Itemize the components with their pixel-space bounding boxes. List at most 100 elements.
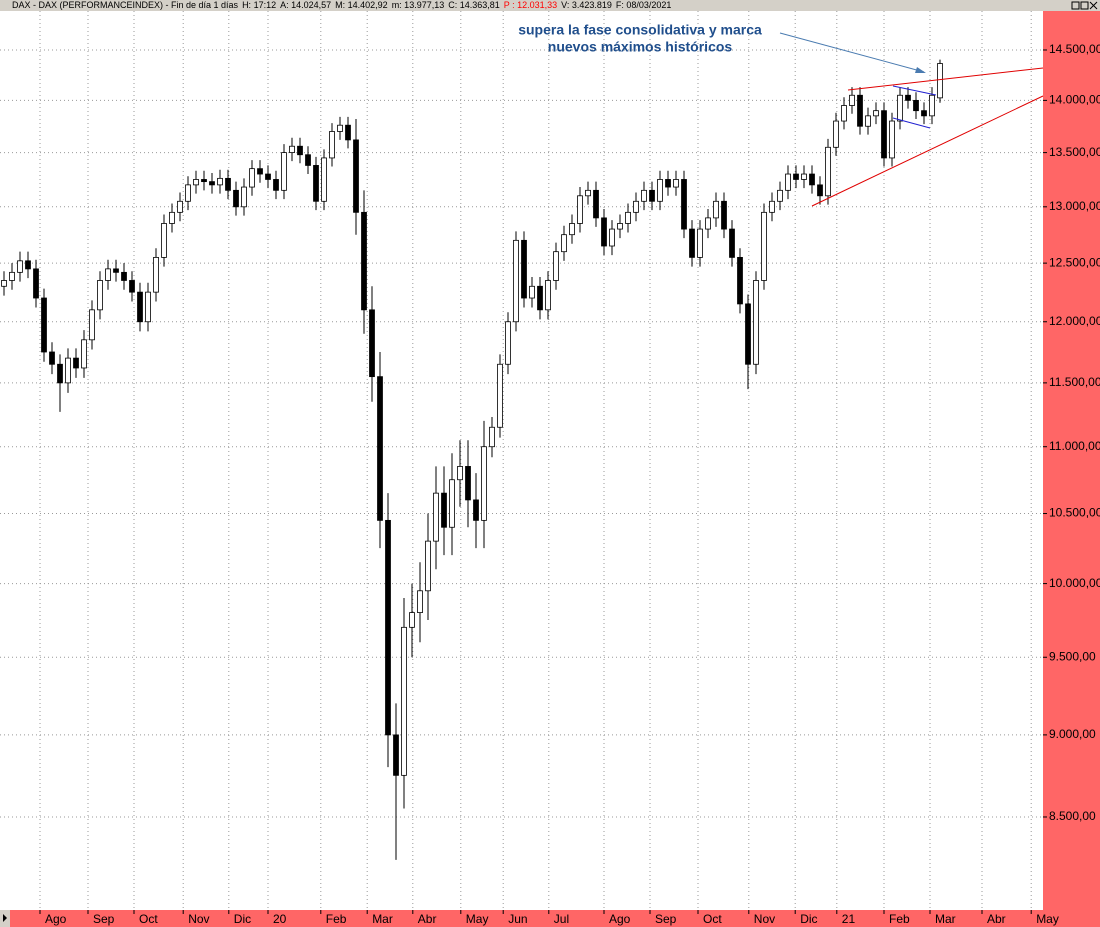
candle-body — [145, 291, 151, 323]
candle-body — [1, 280, 7, 287]
candle-body — [273, 179, 279, 191]
x-tick-label: Ago — [609, 912, 631, 926]
x-tick-label: Feb — [326, 912, 347, 926]
header-item: C: 14.363,81 — [448, 0, 500, 10]
candle-body — [513, 239, 519, 323]
candle-body — [417, 590, 423, 614]
candle-body — [73, 357, 79, 369]
x-tick-label: Ago — [45, 912, 67, 926]
x-tick-label: Dic — [234, 912, 251, 926]
candle-body — [233, 189, 239, 208]
candle-body — [177, 200, 183, 213]
y-tick-label: 13.000,00 — [1049, 199, 1100, 213]
candle-body — [545, 280, 551, 311]
candle-body — [897, 94, 903, 122]
y-tick-label: 11.500,00 — [1049, 375, 1100, 389]
candle-body — [601, 217, 607, 247]
candle-body — [673, 179, 679, 188]
candle-body — [809, 173, 815, 186]
annotation-line: supera la fase consolidativa y marca — [518, 22, 762, 38]
candle-body — [577, 195, 583, 224]
candle-body — [849, 94, 855, 106]
header-item: P : 12.031,33 — [504, 0, 557, 10]
x-tick-label: May — [466, 912, 489, 926]
candle-body — [265, 173, 271, 180]
candle-body — [457, 466, 463, 481]
candle-body — [209, 181, 215, 186]
candle-body — [361, 211, 367, 311]
y-tick-label: 10.000,00 — [1049, 576, 1100, 590]
x-tick-label: Mar — [372, 912, 393, 926]
candle-body — [113, 268, 119, 273]
candle-body — [889, 120, 895, 159]
resistance-line — [847, 67, 1044, 91]
header-text: DAX - DAX (PERFORMANCEINDEX) - Fin de dí… — [12, 0, 671, 10]
candle-body — [153, 256, 159, 293]
candle-body — [665, 179, 671, 188]
candle-body — [329, 131, 335, 159]
y-tick-label: 14.000,00 — [1049, 93, 1100, 107]
candle-body — [857, 94, 863, 127]
x-tick-label: Nov — [754, 912, 775, 926]
candle-body — [33, 268, 39, 299]
x-tick-label: 20 — [273, 912, 287, 926]
header-item: M: 14.402,92 — [335, 0, 388, 10]
candle-body — [169, 211, 175, 224]
candle-body — [489, 426, 495, 448]
candle-body — [305, 154, 311, 166]
x-tick-label: Mar — [935, 912, 956, 926]
candle-body — [777, 189, 783, 202]
candle-body — [89, 309, 95, 341]
candle-body — [353, 139, 359, 213]
candle-body — [721, 200, 727, 230]
scroll-arrow — [3, 914, 7, 922]
candle-body — [393, 734, 399, 776]
candle-body — [913, 99, 919, 112]
y-tick-label: 12.000,00 — [1049, 314, 1100, 328]
header-item: V: 3.423.819 — [561, 0, 612, 10]
candle-body — [441, 492, 447, 528]
candle-body — [625, 211, 631, 224]
x-tick-label: Nov — [188, 912, 209, 926]
x-tick-label: Jun — [508, 912, 527, 926]
candle-body — [473, 499, 479, 521]
candle-body — [289, 145, 295, 154]
candle-body — [801, 173, 807, 180]
candle-body — [97, 280, 103, 311]
x-tick-label: Sep — [93, 912, 115, 926]
candle-body — [609, 228, 615, 247]
candle-body — [321, 157, 327, 202]
candle-body — [433, 492, 439, 542]
header-item: H: 17:12 — [242, 0, 276, 10]
candle-body — [161, 223, 167, 258]
candle-body — [25, 260, 31, 270]
candles — [1, 59, 943, 860]
candle-body — [753, 280, 759, 365]
candle-body — [705, 217, 711, 230]
minimize-button[interactable] — [1071, 1, 1080, 10]
candle-body — [657, 179, 663, 202]
candle-body — [633, 200, 639, 213]
candle-body — [121, 271, 127, 281]
candle-body — [561, 234, 567, 253]
candle-body — [841, 105, 847, 122]
candle-body — [593, 189, 599, 219]
header-item: DAX - DAX (PERFORMANCEINDEX) - Fin de dí… — [12, 0, 239, 10]
channel-top — [892, 85, 937, 96]
x-tick-label: Jul — [554, 912, 569, 926]
close-button[interactable] — [1089, 1, 1098, 10]
candle-body — [793, 173, 799, 180]
candle-body — [193, 179, 199, 186]
candle-body — [401, 626, 407, 776]
candle-body — [521, 239, 527, 299]
header-item: F: 08/03/2021 — [616, 0, 672, 10]
maximize-button[interactable] — [1080, 1, 1089, 10]
channel-bottom — [892, 117, 931, 129]
candle-body — [497, 363, 503, 428]
candle-body — [689, 228, 695, 258]
candle-body — [881, 110, 887, 159]
candle-body — [57, 363, 63, 384]
x-tick-label: May — [1036, 912, 1059, 926]
annotation-line: nuevos máximos históricos — [548, 39, 733, 55]
